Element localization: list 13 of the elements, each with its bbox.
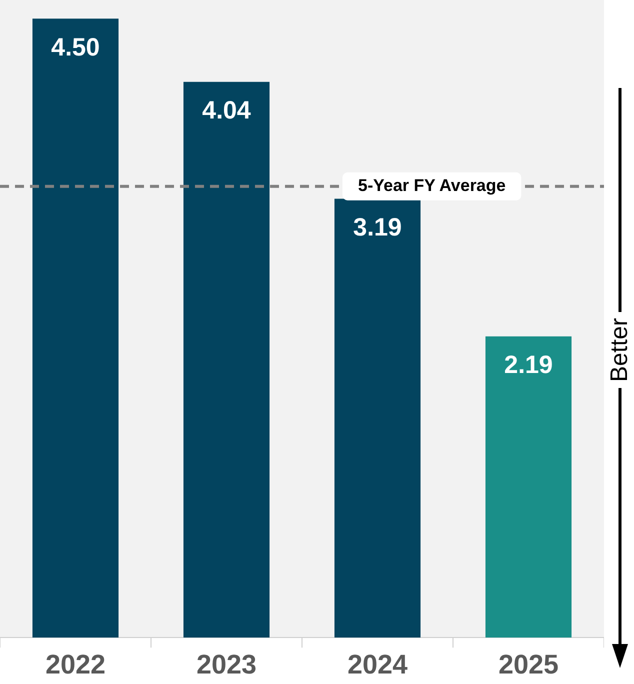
x-tick-label: 2024 bbox=[347, 649, 408, 680]
bar bbox=[32, 18, 119, 638]
x-tick-label: 2022 bbox=[45, 649, 106, 680]
data-label: 4.04 bbox=[202, 96, 251, 125]
data-label: 4.50 bbox=[51, 33, 100, 62]
bar bbox=[183, 82, 270, 638]
text: Better bbox=[606, 312, 634, 388]
data-label: 3.19 bbox=[353, 214, 402, 242]
bar bbox=[485, 336, 572, 638]
data-label: 2.19 bbox=[504, 351, 553, 380]
ref-line-label: 5-Year FY Average bbox=[358, 176, 506, 196]
x-tick-label: 2023 bbox=[196, 649, 257, 680]
x-tick-label: 2025 bbox=[498, 649, 559, 680]
